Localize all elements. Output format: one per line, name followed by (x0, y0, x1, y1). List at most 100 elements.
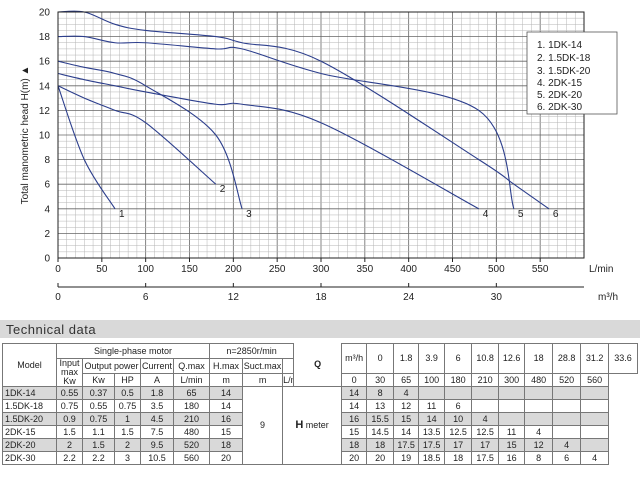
hp-unit: HP (114, 373, 141, 387)
cell-hmax: 18 (209, 438, 244, 452)
cell-hp: 0.75 (114, 399, 141, 413)
cell-head-value (418, 386, 446, 400)
cell-head-value: 4 (393, 386, 420, 400)
y-tick-label: 4 (44, 204, 50, 215)
cell-head-value: 15.5 (366, 412, 395, 426)
cell-head-value: 16 (341, 412, 368, 426)
y-tick-label: 14 (39, 81, 51, 92)
table-row: 2DK-20 2 1.5 2 9.5 520 18 18 18 17.5 17.5 17 17 15 12 4 (2, 438, 638, 452)
legend-entry: 2. 1.5DK-18 (537, 53, 591, 64)
table-row: 1.5DK-18 0.75 0.55 0.75 3.5 180 14 14 13 12 11 6 (2, 399, 638, 413)
y-tick-label: 8 (44, 155, 50, 166)
cell-head-value: 15 (393, 412, 420, 426)
qmax-header: Q.max (172, 358, 211, 374)
series-line (57, 35, 515, 209)
cell-kw-in: 0.75 (56, 399, 83, 413)
cell-head-value: 12.5 (444, 425, 473, 439)
series-marker-label: 2 (220, 184, 226, 195)
cell-head-value (580, 425, 610, 439)
cell-head-value (552, 386, 582, 400)
h-meter-label: H meter (282, 386, 343, 465)
cell-kw: 0.75 (82, 412, 115, 426)
cell-head-value: 4 (580, 451, 610, 465)
series-marker-label: 1 (119, 209, 125, 220)
cell-head-value: 14 (341, 386, 368, 400)
cell-hp: 0.5 (114, 386, 141, 400)
pump-performance-chart: 123 4 5 6 0 50 100 150 200 250 300 350 400 450 500 550… (20, 8, 618, 304)
y-tick-label: 6 (44, 180, 50, 191)
cell-head-value (580, 412, 610, 426)
suct-max-value: 9 (242, 386, 284, 465)
cell-head-value (444, 386, 473, 400)
technical-data-header: Technical data (0, 320, 640, 338)
x-tick-label: 150 (181, 264, 198, 275)
table-row: 2DK-15 1.5 1.1 1.5 7.5 480 15 15 14.5 14 13.5 12.5 1… (2, 425, 638, 439)
cell-hp: 3 (114, 451, 141, 465)
current-header: Current (140, 358, 174, 374)
cell-head-value (471, 386, 500, 400)
technical-data-rows: 1DK-14 0.55 0.37 0.5 1.8 65 14 9 H meter 14 8 4 1.5D… (2, 386, 638, 465)
cell-head-value (552, 425, 582, 439)
cell-a: 1.8 (140, 386, 174, 400)
cell-model: 1.5DK-20 (2, 412, 57, 426)
q-lmin-label: L/min (282, 373, 295, 387)
legend-box (526, 31, 618, 115)
cell-kw: 1.5 (82, 438, 115, 452)
cell-qmax: 480 (172, 425, 211, 439)
cell-head-value: 18 (366, 438, 395, 452)
input-max-header: Input max Kw (56, 358, 83, 387)
cell-kw: 0.37 (82, 386, 115, 400)
x-tick-label: 400 (400, 264, 417, 275)
x2-tick-label: 12 (228, 292, 240, 303)
q-lmin-value: 210 (471, 373, 500, 387)
cell-head-value: 17 (444, 438, 473, 452)
table-row: 2DK-30 2.2 2.2 3 10.5 560 20 20 20 19 18.5 18 17.5 16… (2, 451, 638, 465)
cell-hmax: 14 (209, 386, 244, 400)
series-line (57, 10, 550, 210)
series-line (57, 85, 217, 185)
model-header: Model (2, 343, 57, 387)
q-m3h-value: 12.6 (498, 343, 526, 374)
cell-head-value: 11 (498, 425, 526, 439)
cell-a: 9.5 (140, 438, 174, 452)
cell-head-value: 17.5 (393, 438, 420, 452)
amp-unit: A (140, 373, 174, 387)
cell-head-value: 12.5 (471, 425, 500, 439)
cell-head-value: 20 (341, 451, 368, 465)
cell-head-value: 18 (341, 438, 368, 452)
cell-head-value: 17 (471, 438, 500, 452)
cell-kw-in: 0.55 (56, 386, 83, 400)
cell-head-value: 14 (418, 412, 446, 426)
x2-tick-label: 30 (491, 292, 503, 303)
cell-qmax: 520 (172, 438, 211, 452)
cell-kw-in: 2 (56, 438, 83, 452)
x2-tick-label: 6 (143, 292, 149, 303)
cell-head-value: 18.5 (418, 451, 446, 465)
q-m3h-value: 1.8 (393, 343, 420, 374)
series-marker-label: 3 (246, 209, 252, 220)
m-unit: m (209, 373, 244, 387)
output-power-header: Output power (82, 358, 141, 374)
y-tick-label: 18 (39, 32, 51, 43)
legend-entry: 1. 1DK-14 (537, 40, 582, 51)
cell-a: 7.5 (140, 425, 174, 439)
cell-hmax: 16 (209, 412, 244, 426)
y-tick-label: 12 (39, 106, 51, 117)
q-lmin-value: 30 (366, 373, 395, 387)
x-tick-label: 50 (96, 264, 108, 275)
cell-kw-in: 2.2 (56, 451, 83, 465)
cell-head-value (524, 386, 554, 400)
hmax-header: H.max (209, 358, 244, 374)
cell-head-value: 19 (393, 451, 420, 465)
chart-curves: 1 2 3 4 5 6 (57, 10, 559, 220)
cell-kw-in: 1.5 (56, 425, 83, 439)
cell-hp: 1 (114, 412, 141, 426)
cell-qmax: 560 (172, 451, 211, 465)
cell-head-value (498, 399, 526, 413)
x-axis-label: L/min (589, 264, 613, 275)
legend-entry: 3. 1.5DK-20 (537, 66, 591, 77)
x2-tick-label: 18 (315, 292, 327, 303)
q-lmin-value: 0 (341, 373, 368, 387)
q-lmin-value: 560 (580, 373, 610, 387)
cell-a: 3.5 (140, 399, 174, 413)
